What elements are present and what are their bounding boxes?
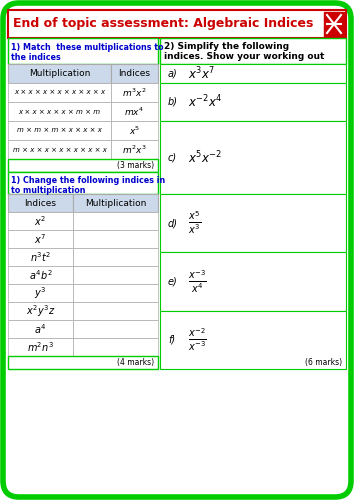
- Bar: [8, 230, 73, 248]
- Bar: [8, 338, 73, 356]
- Text: 1) Change the following indices in
to multiplication: 1) Change the following indices in to mu…: [11, 176, 165, 196]
- Text: (3 marks): (3 marks): [117, 161, 154, 170]
- Text: $a^4$: $a^4$: [34, 322, 47, 336]
- Bar: [8, 194, 73, 212]
- Text: $x^5x^{-2}$: $x^5x^{-2}$: [188, 149, 222, 166]
- Bar: [8, 248, 73, 266]
- Text: 2) Simplify the following
indices. Show your working out: 2) Simplify the following indices. Show …: [164, 42, 324, 62]
- Bar: [8, 266, 73, 284]
- Bar: [8, 83, 111, 102]
- Text: x × x × x × x × m × m: x × x × x × x × m × m: [18, 108, 101, 114]
- Text: $\frac{x^{-2}}{x^{-3}}$: $\frac{x^{-2}}{x^{-3}}$: [188, 326, 207, 353]
- Text: $\frac{x^{-3}}{x^4}$: $\frac{x^{-3}}{x^4}$: [188, 268, 207, 294]
- Bar: [73, 194, 158, 212]
- Bar: [73, 320, 158, 338]
- Bar: [8, 64, 111, 83]
- Bar: [8, 159, 158, 172]
- Text: 1) Match  these multiplications to
the indices: 1) Match these multiplications to the in…: [11, 43, 164, 62]
- Bar: [73, 302, 158, 320]
- Text: e): e): [168, 276, 178, 286]
- Text: $x^2y^3z$: $x^2y^3z$: [26, 303, 55, 319]
- Bar: [73, 212, 158, 230]
- Bar: [73, 266, 158, 284]
- Bar: [160, 64, 346, 83]
- Text: Indices: Indices: [119, 69, 150, 78]
- Text: $x^7$: $x^7$: [34, 232, 47, 246]
- Bar: [111, 102, 158, 121]
- Text: Multiplication: Multiplication: [29, 69, 90, 78]
- Text: $m^2x^3$: $m^2x^3$: [122, 144, 147, 156]
- Text: m × x × x × x × x × x × x: m × x × x × x × x × x × x: [12, 146, 107, 152]
- Bar: [160, 194, 346, 252]
- Bar: [8, 284, 73, 302]
- Bar: [111, 64, 158, 83]
- Bar: [8, 10, 346, 38]
- Text: (6 marks): (6 marks): [305, 358, 342, 367]
- Text: m × m × m × x × x × x: m × m × m × x × x × x: [17, 128, 102, 134]
- Bar: [8, 121, 111, 140]
- Bar: [8, 172, 158, 194]
- Bar: [8, 38, 158, 64]
- Text: $m^2n^3$: $m^2n^3$: [27, 340, 54, 354]
- Text: a): a): [168, 68, 178, 78]
- Bar: [73, 248, 158, 266]
- Bar: [8, 356, 158, 369]
- Bar: [160, 121, 346, 194]
- Text: $n^3t^2$: $n^3t^2$: [30, 250, 51, 264]
- Text: $mx^4$: $mx^4$: [124, 106, 144, 118]
- Bar: [8, 320, 73, 338]
- Bar: [73, 284, 158, 302]
- Bar: [160, 38, 346, 64]
- Bar: [8, 102, 111, 121]
- Bar: [8, 140, 111, 159]
- Text: $x^3x^7$: $x^3x^7$: [188, 65, 216, 82]
- Text: $x^5$: $x^5$: [129, 124, 140, 136]
- Text: End of topic assessment: Algebraic Indices: End of topic assessment: Algebraic Indic…: [13, 18, 313, 30]
- Bar: [8, 212, 73, 230]
- Text: (4 marks): (4 marks): [117, 358, 154, 367]
- Text: $x^2$: $x^2$: [34, 214, 46, 228]
- Bar: [111, 83, 158, 102]
- Bar: [160, 252, 346, 310]
- Bar: [111, 140, 158, 159]
- Text: c): c): [168, 152, 177, 162]
- Text: b): b): [168, 97, 178, 107]
- Bar: [8, 302, 73, 320]
- Text: $y^3$: $y^3$: [34, 285, 47, 301]
- Text: Indices: Indices: [24, 198, 57, 207]
- Text: $\frac{x^5}{x^3}$: $\frac{x^5}{x^3}$: [188, 210, 201, 236]
- Bar: [160, 310, 346, 369]
- Bar: [73, 338, 158, 356]
- Text: x × x × x × x × x × x × x: x × x × x × x × x × x × x: [14, 90, 105, 96]
- Text: f): f): [168, 335, 175, 345]
- Text: $m^3x^2$: $m^3x^2$: [122, 86, 147, 99]
- FancyBboxPatch shape: [3, 3, 351, 497]
- Text: d): d): [168, 218, 178, 228]
- Bar: [111, 121, 158, 140]
- Text: $x^{-2}x^4$: $x^{-2}x^4$: [188, 94, 223, 110]
- Bar: [73, 230, 158, 248]
- Bar: [160, 83, 346, 121]
- Text: $a^4b^2$: $a^4b^2$: [29, 268, 52, 282]
- Text: Multiplication: Multiplication: [85, 198, 146, 207]
- Bar: [324, 12, 344, 36]
